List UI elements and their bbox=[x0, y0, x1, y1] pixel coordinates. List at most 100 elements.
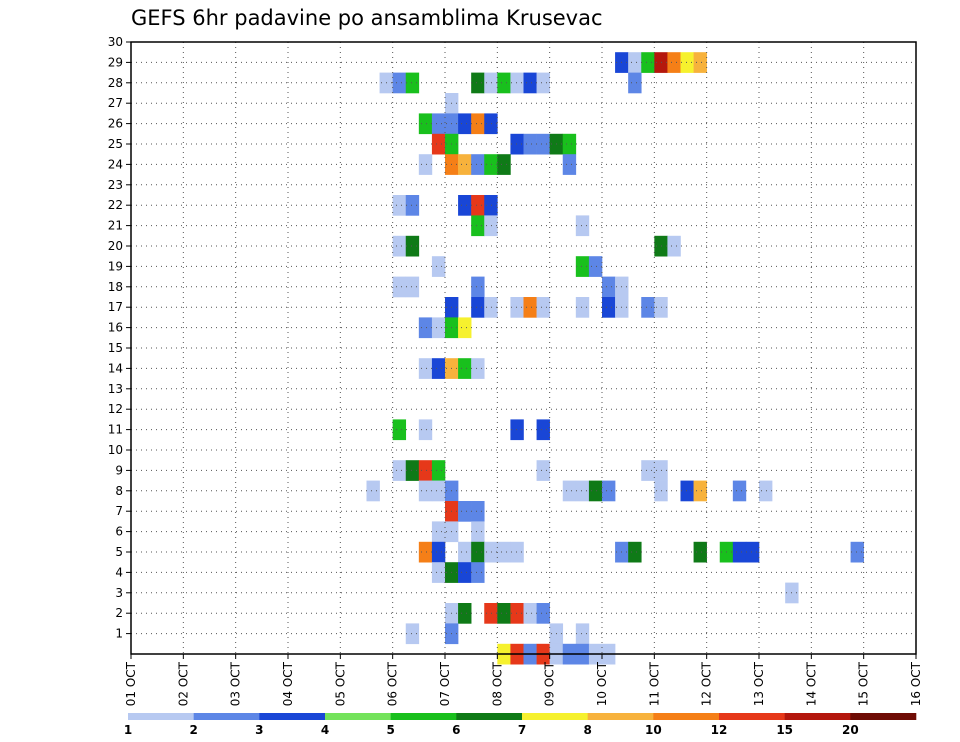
heatmap-cell bbox=[458, 603, 472, 624]
heatmap-cell bbox=[641, 460, 655, 481]
y-tick-label: 12 bbox=[108, 402, 123, 416]
heatmap-cell bbox=[392, 195, 407, 216]
heatmap-cell bbox=[484, 154, 498, 175]
colorbar-swatch bbox=[325, 713, 391, 720]
x-tick-label: 08 OCT bbox=[490, 661, 504, 706]
heatmap-cell bbox=[602, 276, 616, 298]
y-tick-label: 4 bbox=[115, 565, 123, 579]
x-tick-label: 09 OCT bbox=[543, 661, 557, 706]
y-tick-label: 11 bbox=[108, 423, 123, 437]
heatmap-cells bbox=[366, 52, 864, 665]
heatmap-cell bbox=[471, 72, 485, 94]
x-tick-label: 14 OCT bbox=[804, 661, 818, 706]
x-axis: 01 OCT 02 OCT 03 OCT 04 OCT 05 OCT 06 OCT 07 O… bbox=[124, 654, 923, 706]
colorbar-label: 3 bbox=[255, 723, 263, 737]
heatmap-cell bbox=[392, 276, 407, 298]
heatmap-cell bbox=[667, 52, 681, 73]
heatmap-cell bbox=[431, 133, 446, 155]
heatmap-cell bbox=[405, 276, 420, 298]
y-tick-label: 22 bbox=[108, 198, 123, 212]
y-tick-label: 3 bbox=[115, 586, 123, 600]
heatmap-cell bbox=[510, 297, 524, 318]
colorbar-swatch bbox=[259, 713, 326, 720]
heatmap-cell bbox=[484, 113, 498, 135]
heatmap-cell bbox=[405, 623, 420, 645]
heatmap-cell bbox=[366, 480, 380, 502]
heatmap-cell bbox=[536, 72, 550, 94]
colorbar-label: 15 bbox=[776, 723, 793, 737]
x-tick-label: 11 OCT bbox=[647, 661, 661, 706]
colorbar-label: 8 bbox=[583, 723, 591, 737]
y-tick-label: 15 bbox=[108, 341, 123, 355]
heatmap-cell bbox=[510, 72, 524, 94]
colorbar-swatch bbox=[522, 713, 588, 720]
colorbar-swatch bbox=[587, 713, 654, 720]
heatmap-cell bbox=[497, 72, 511, 94]
heatmap-cell bbox=[680, 480, 694, 502]
heatmap-cell bbox=[484, 215, 498, 237]
heatmap-cell bbox=[641, 297, 655, 318]
heatmap-cell bbox=[602, 480, 616, 502]
heatmap-cell bbox=[405, 195, 420, 216]
heatmap-cell bbox=[562, 154, 577, 175]
heatmap-cell bbox=[431, 113, 446, 135]
x-tick-label: 07 OCT bbox=[438, 661, 452, 706]
heatmap-cell bbox=[588, 480, 603, 502]
y-tick-label: 14 bbox=[108, 361, 123, 375]
heatmap-cell bbox=[575, 215, 590, 237]
y-tick-label: 21 bbox=[108, 219, 123, 233]
heatmap-cell bbox=[431, 460, 446, 481]
colorbar-label: 4 bbox=[321, 723, 329, 737]
heatmap-cell bbox=[693, 541, 707, 563]
heatmap-cell bbox=[458, 541, 472, 563]
heatmap-cell bbox=[471, 276, 485, 298]
heatmap-cell bbox=[458, 154, 472, 175]
heatmap-cell bbox=[510, 541, 524, 563]
y-tick-label: 23 bbox=[108, 178, 123, 192]
heatmap-cell bbox=[484, 297, 498, 318]
heatmap-cell bbox=[418, 419, 433, 441]
heatmap-cell bbox=[405, 72, 420, 94]
colorbar-swatch bbox=[719, 713, 785, 720]
colorbar-swatch bbox=[128, 713, 194, 720]
x-tick-label: 13 OCT bbox=[752, 661, 766, 706]
colorbar-label: 20 bbox=[842, 723, 859, 737]
heatmap-cell bbox=[471, 541, 485, 563]
y-tick-label: 7 bbox=[115, 504, 123, 518]
heatmap-cell bbox=[471, 113, 485, 135]
colorbar-label: 10 bbox=[645, 723, 662, 737]
y-tick-label: 17 bbox=[108, 300, 123, 314]
heatmap-cell bbox=[471, 154, 485, 175]
heatmap-cell bbox=[458, 358, 472, 379]
y-tick-label: 26 bbox=[108, 117, 123, 131]
y-tick-label: 2 bbox=[115, 606, 123, 620]
x-tick-label: 10 OCT bbox=[595, 661, 609, 706]
heatmap-cell bbox=[575, 256, 590, 277]
y-tick-label: 16 bbox=[108, 321, 123, 335]
colorbar-label: 2 bbox=[189, 723, 197, 737]
heatmap-cell bbox=[431, 480, 446, 502]
heatmap-cell bbox=[536, 297, 550, 318]
heatmap-cell bbox=[458, 562, 472, 583]
heatmap-cell bbox=[471, 562, 485, 583]
x-tick-label: 04 OCT bbox=[281, 661, 295, 706]
heatmap-cell bbox=[458, 501, 472, 522]
heatmap-cell bbox=[458, 113, 472, 135]
heatmap-cell bbox=[745, 541, 760, 563]
heatmap-cell bbox=[418, 317, 433, 339]
x-tick-label: 01 OCT bbox=[124, 661, 138, 706]
colorbar-swatch bbox=[456, 713, 523, 720]
heatmap-cell bbox=[484, 72, 498, 94]
x-tick-label: 15 OCT bbox=[857, 661, 871, 706]
heatmap-cell bbox=[536, 460, 550, 481]
x-tick-label: 02 OCT bbox=[176, 661, 190, 706]
heatmap-cell bbox=[484, 195, 498, 216]
heatmap-cell bbox=[471, 297, 485, 318]
heatmap-cell bbox=[602, 297, 616, 318]
heatmap-cell bbox=[850, 541, 864, 563]
heatmap-cell bbox=[392, 419, 407, 441]
grid-lines bbox=[131, 42, 916, 654]
heatmap-cell bbox=[575, 480, 590, 502]
heatmap-cell bbox=[431, 541, 446, 563]
